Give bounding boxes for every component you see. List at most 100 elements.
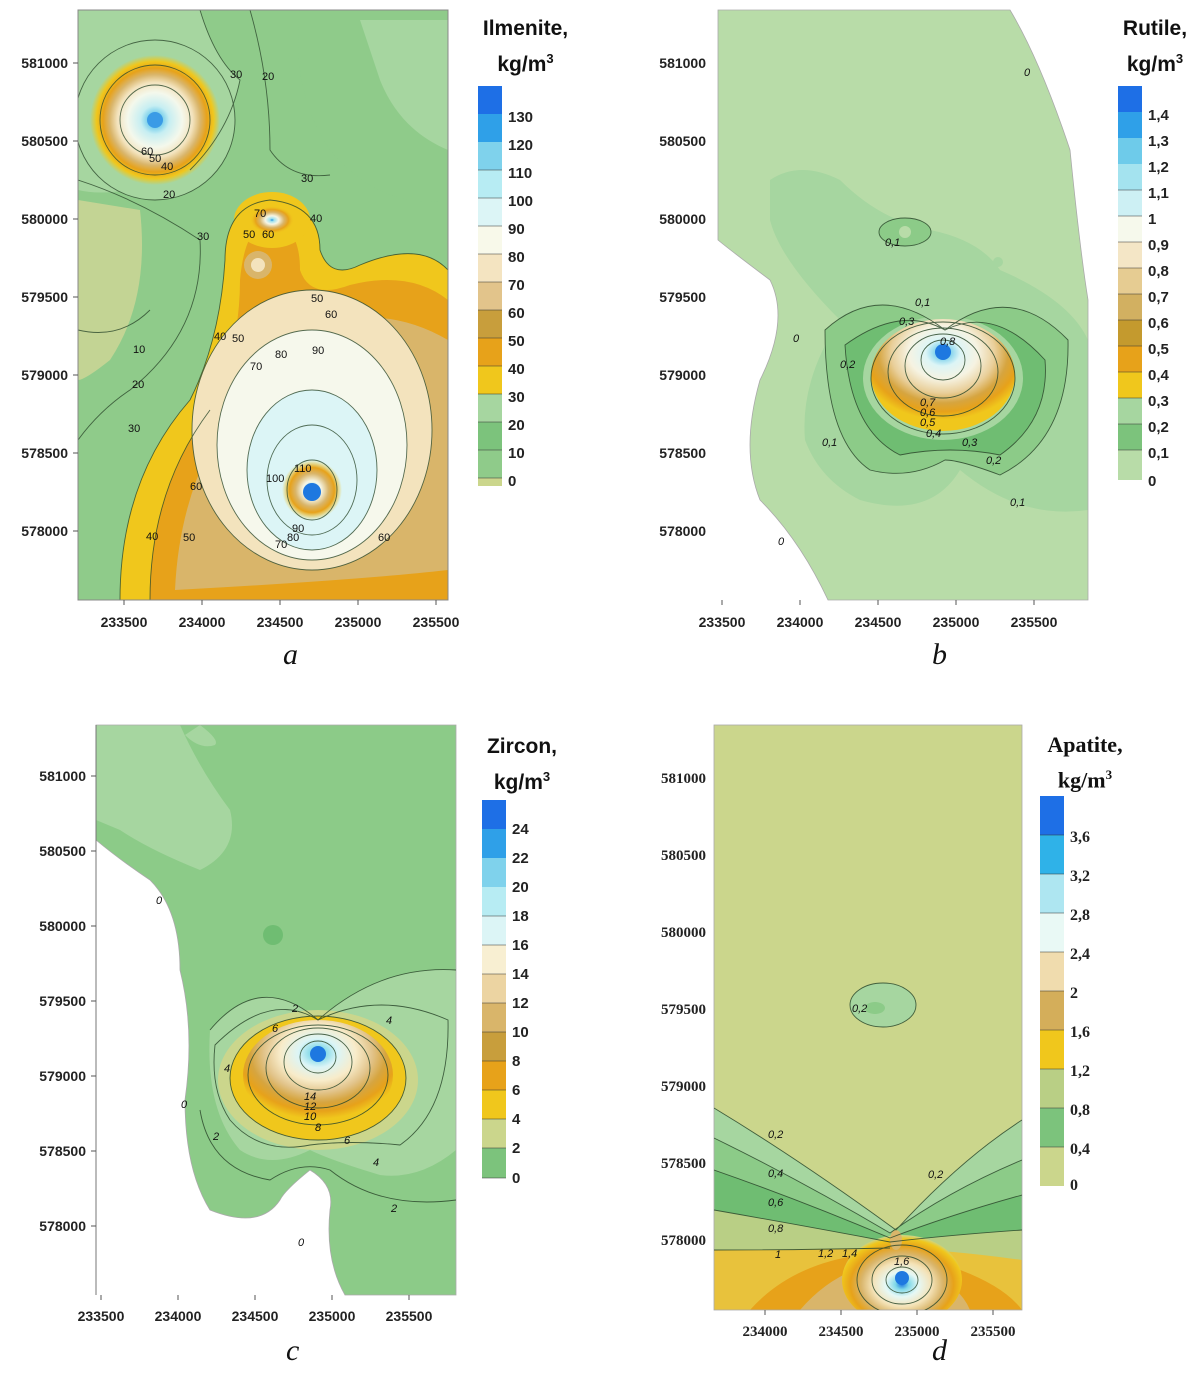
- svg-text:0: 0: [156, 895, 163, 907]
- svg-text:0,4: 0,4: [1070, 1141, 1090, 1158]
- svg-text:578000: 578000: [21, 523, 68, 539]
- svg-text:2: 2: [512, 1140, 520, 1157]
- svg-text:0,6: 0,6: [768, 1197, 784, 1209]
- caption-b: b: [932, 638, 947, 671]
- svg-text:0,2: 0,2: [986, 455, 1001, 467]
- svg-text:20: 20: [163, 189, 175, 201]
- x-axis-ticks-b: 233500 234000 234500 235000 235500: [699, 614, 1058, 630]
- svg-text:8: 8: [315, 1122, 322, 1134]
- svg-text:234500: 234500: [257, 614, 304, 630]
- svg-text:20: 20: [508, 417, 525, 434]
- svg-text:233500: 233500: [101, 614, 148, 630]
- svg-text:578500: 578500: [21, 445, 68, 461]
- svg-text:30: 30: [301, 173, 313, 185]
- legend-b: 1,4 1,3 1,2 1,1 1 0,9 0,8 0,7 0,6 0,5 0,…: [1118, 86, 1170, 490]
- svg-text:235500: 235500: [1011, 614, 1058, 630]
- svg-text:4: 4: [224, 1063, 230, 1075]
- svg-text:579000: 579000: [661, 1079, 706, 1095]
- svg-text:235500: 235500: [413, 614, 460, 630]
- svg-text:40: 40: [146, 531, 158, 543]
- svg-text:60: 60: [508, 305, 525, 322]
- map-panel-a: 30 20 60 50 40 20 30 70 50 60 30 40 50 6…: [21, 9, 533, 630]
- svg-text:12: 12: [304, 1101, 316, 1113]
- legend-title-d: Apatite, kg/m3: [1047, 732, 1123, 793]
- svg-text:100: 100: [508, 193, 533, 210]
- svg-text:1,6: 1,6: [1070, 1024, 1090, 1041]
- contour-labels-b: 0 0,1 0 0,1 0,3 0,8 0,2 0,7 0,6 0,5 0,4 …: [778, 67, 1031, 548]
- svg-text:0,3: 0,3: [962, 437, 978, 449]
- svg-text:60: 60: [190, 481, 202, 493]
- svg-text:6: 6: [272, 1023, 279, 1035]
- y-axis-ticks-a: 581000 580500 580000 579500 579000 57850…: [21, 55, 68, 539]
- svg-text:580500: 580500: [39, 843, 86, 859]
- map-panel-b: 0 0,1 0 0,1 0,3 0,8 0,2 0,7 0,6 0,5 0,4 …: [659, 9, 1170, 630]
- svg-text:10: 10: [133, 344, 145, 356]
- svg-text:30: 30: [128, 423, 140, 435]
- svg-text:8: 8: [512, 1053, 520, 1070]
- svg-text:578000: 578000: [39, 1218, 86, 1234]
- svg-text:0,8: 0,8: [1070, 1102, 1090, 1119]
- map-frame: [717, 9, 1089, 601]
- svg-text:0,2: 0,2: [768, 1129, 783, 1141]
- svg-text:0,4: 0,4: [768, 1168, 783, 1180]
- svg-text:110: 110: [294, 463, 312, 475]
- svg-text:80: 80: [287, 532, 299, 544]
- svg-text:235000: 235000: [895, 1324, 940, 1340]
- svg-text:0,8: 0,8: [768, 1223, 784, 1235]
- svg-text:50: 50: [508, 333, 525, 350]
- svg-text:0,9: 0,9: [1148, 237, 1169, 254]
- svg-text:1,4: 1,4: [1148, 107, 1170, 124]
- svg-text:0: 0: [793, 333, 800, 345]
- svg-text:70: 70: [254, 208, 266, 220]
- svg-text:579500: 579500: [21, 289, 68, 305]
- svg-text:2: 2: [291, 1003, 298, 1015]
- svg-text:0: 0: [298, 1237, 305, 1249]
- svg-text:580500: 580500: [659, 133, 706, 149]
- svg-text:80: 80: [275, 349, 287, 361]
- svg-text:3,6: 3,6: [1070, 829, 1090, 846]
- svg-text:1,2: 1,2: [1070, 1063, 1090, 1080]
- svg-text:16: 16: [512, 937, 529, 954]
- svg-text:0: 0: [512, 1170, 520, 1187]
- svg-text:2,8: 2,8: [1070, 907, 1090, 924]
- svg-text:578000: 578000: [659, 523, 706, 539]
- svg-text:40: 40: [310, 213, 322, 225]
- svg-text:1,1: 1,1: [1148, 185, 1169, 202]
- svg-text:12: 12: [512, 995, 529, 1012]
- svg-text:235000: 235000: [335, 614, 382, 630]
- legend-c: 24 22 20 18 16 14 12 10 8 6 4 2 0: [482, 800, 529, 1187]
- svg-text:14: 14: [304, 1091, 316, 1103]
- svg-text:0,1: 0,1: [915, 297, 930, 309]
- legend-title-b: Rutile, kg/m3: [1122, 17, 1188, 76]
- svg-text:0,2: 0,2: [852, 1003, 867, 1015]
- caption-a: a: [283, 638, 298, 671]
- svg-text:580000: 580000: [39, 918, 86, 934]
- svg-text:1: 1: [1148, 211, 1156, 228]
- legend-a: 130 120 110 100 90 80 70 60 50 40 30 20 …: [478, 86, 533, 490]
- svg-text:578500: 578500: [659, 445, 706, 461]
- svg-text:578500: 578500: [661, 1156, 706, 1172]
- svg-text:0,6: 0,6: [1148, 315, 1169, 332]
- svg-text:579000: 579000: [21, 367, 68, 383]
- svg-text:580500: 580500: [21, 133, 68, 149]
- svg-text:1,6: 1,6: [894, 1256, 910, 1268]
- svg-text:100: 100: [266, 473, 284, 485]
- caption-d: d: [932, 1334, 947, 1367]
- svg-text:580000: 580000: [21, 211, 68, 227]
- legend-title-c: Zircon, kg/m3: [486, 735, 557, 794]
- svg-text:1,2: 1,2: [1148, 159, 1169, 176]
- svg-text:579000: 579000: [659, 367, 706, 383]
- svg-text:234000: 234000: [155, 1308, 202, 1324]
- svg-text:4: 4: [386, 1015, 392, 1027]
- svg-text:1,2: 1,2: [818, 1248, 833, 1260]
- svg-text:20: 20: [262, 71, 274, 83]
- svg-text:580000: 580000: [659, 211, 706, 227]
- svg-text:80: 80: [508, 249, 525, 266]
- svg-text:4: 4: [373, 1157, 379, 1169]
- svg-text:18: 18: [512, 908, 529, 925]
- svg-text:234000: 234000: [179, 614, 226, 630]
- svg-text:0,1: 0,1: [1010, 497, 1025, 509]
- svg-text:90: 90: [292, 523, 304, 535]
- svg-text:235500: 235500: [971, 1324, 1016, 1340]
- svg-text:233500: 233500: [78, 1308, 125, 1324]
